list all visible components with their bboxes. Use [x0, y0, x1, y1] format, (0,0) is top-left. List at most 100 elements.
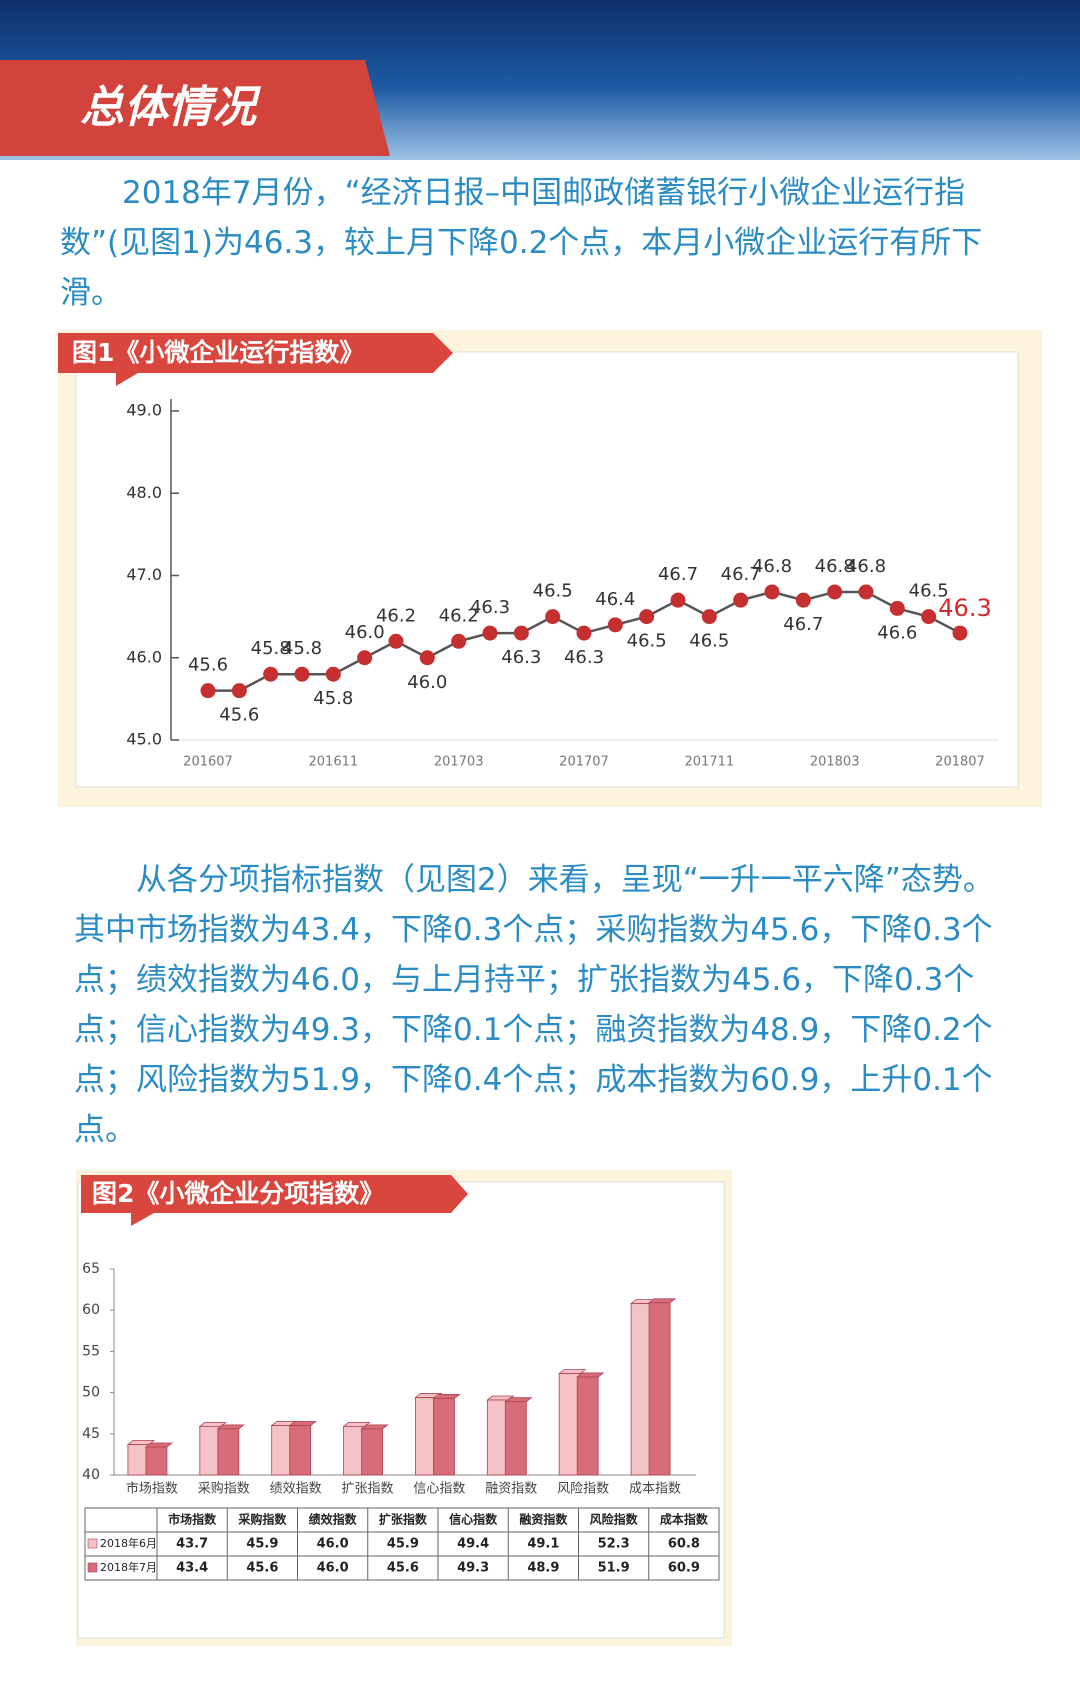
value-label: 46.7	[783, 614, 823, 635]
x-tick-label: 201703	[434, 755, 484, 770]
value-label: 46.2	[376, 605, 416, 626]
table-cell: 45.6	[246, 1561, 278, 1576]
bar	[433, 1397, 455, 1476]
table-cell: 45.9	[246, 1537, 278, 1552]
value-label: 46.8	[846, 556, 886, 577]
point	[451, 633, 467, 649]
tag-tail	[116, 373, 138, 386]
value-label: 46.0	[407, 672, 447, 693]
legend-swatch	[87, 1538, 98, 1549]
table-header: 采购指数	[237, 1512, 287, 1527]
y-tick-label: 48.0	[126, 483, 162, 502]
x-tick-label: 成本指数	[629, 1482, 681, 1497]
x-tick-label: 市场指数	[126, 1481, 178, 1497]
point	[764, 584, 780, 600]
point	[795, 592, 811, 608]
chart-title: 图2《小微企业分项指数》	[92, 1179, 384, 1208]
point	[388, 633, 404, 649]
bar-top	[144, 1442, 174, 1448]
x-tick-label: 201803	[810, 755, 860, 770]
table-cell: 48.9	[527, 1561, 559, 1576]
point	[639, 609, 655, 625]
point	[827, 584, 843, 600]
point	[576, 625, 592, 641]
value-label: 45.8	[282, 638, 322, 659]
table-cell: 45.6	[387, 1561, 419, 1576]
point	[482, 625, 498, 641]
chart-panel	[75, 351, 1019, 788]
point	[294, 666, 310, 682]
y-tick-label: 40	[82, 1467, 100, 1483]
bar	[648, 1302, 671, 1476]
table-header: 扩张指数	[379, 1512, 428, 1527]
point	[858, 584, 874, 600]
y-tick-label: 46.0	[126, 647, 162, 666]
point	[263, 666, 279, 682]
table-cell: 46.0	[317, 1537, 349, 1552]
point	[513, 625, 529, 641]
table-cell: 49.1	[527, 1537, 559, 1552]
bar-top	[558, 1369, 587, 1375]
y-tick-label: 65	[82, 1261, 100, 1277]
point	[952, 625, 968, 641]
value-label: 45.8	[251, 638, 291, 659]
value-label: 46.3	[501, 647, 541, 668]
paragraph: 从各分项指标指数（见图2）来看，呈现“一升一平六降”态势。其中市场指数为43.4…	[74, 862, 994, 1148]
bar-top	[432, 1393, 461, 1399]
bar-top	[216, 1424, 245, 1430]
value-label: 45.8	[313, 688, 353, 709]
bar	[361, 1428, 383, 1476]
bar-top	[647, 1298, 677, 1304]
table-header: 市场指数	[168, 1512, 217, 1527]
y-tick-label: 47.0	[126, 565, 162, 584]
value-label: 46.5	[689, 631, 729, 652]
chart-tag	[81, 1175, 468, 1213]
point	[357, 650, 373, 666]
chart-tag	[58, 333, 453, 373]
value-label: 46.5	[909, 581, 949, 602]
chart-title: 图1《小微企业运行指数》	[72, 338, 364, 367]
value-label: 46.3	[564, 647, 604, 668]
table-cell: 51.9	[598, 1561, 630, 1576]
table-cell: 49.4	[457, 1537, 489, 1552]
table-header: 融资指数	[519, 1512, 568, 1527]
y-tick-label: 60	[82, 1302, 100, 1318]
y-tick-label: 49.0	[126, 401, 162, 420]
point	[670, 592, 686, 608]
point	[733, 592, 749, 608]
table-cell: 43.4	[176, 1561, 208, 1576]
table-cell: 45.9	[387, 1537, 419, 1552]
bar	[576, 1376, 599, 1476]
section-ribbon: 总体情况	[0, 60, 390, 156]
x-tick-label: 风险指数	[557, 1482, 609, 1497]
value-label: 46.7	[721, 564, 761, 585]
point	[607, 617, 623, 633]
x-tick-label: 201711	[685, 755, 735, 770]
table-cell: 46.0	[317, 1561, 349, 1576]
tag-tail	[131, 1213, 154, 1226]
y-tick-label: 50	[82, 1385, 100, 1401]
x-tick-label: 201607	[183, 755, 233, 770]
point	[889, 600, 905, 616]
bar	[289, 1425, 312, 1476]
y-tick-label: 45	[82, 1426, 100, 1442]
x-tick-label: 融资指数	[485, 1482, 537, 1497]
table-header: 成本指数	[660, 1512, 709, 1527]
x-tick-label: 扩张指数	[342, 1482, 394, 1497]
point	[231, 683, 247, 699]
table-header: 风险指数	[590, 1512, 639, 1527]
value-label: 46.2	[439, 605, 479, 626]
table-cell: 43.7	[176, 1537, 208, 1552]
bar	[145, 1446, 168, 1476]
bar	[504, 1401, 527, 1476]
table-cell: 60.9	[668, 1561, 700, 1576]
value-label: 46.6	[877, 622, 917, 643]
value-label: 46.8	[815, 556, 855, 577]
value-label: 46.3	[938, 594, 991, 622]
table-frame	[84, 1507, 720, 1581]
point	[921, 609, 937, 625]
x-tick-label: 201707	[559, 755, 609, 770]
y-tick-label: 55	[82, 1343, 100, 1359]
table-cell: 52.3	[598, 1537, 630, 1552]
x-tick-label: 201807	[935, 755, 985, 770]
